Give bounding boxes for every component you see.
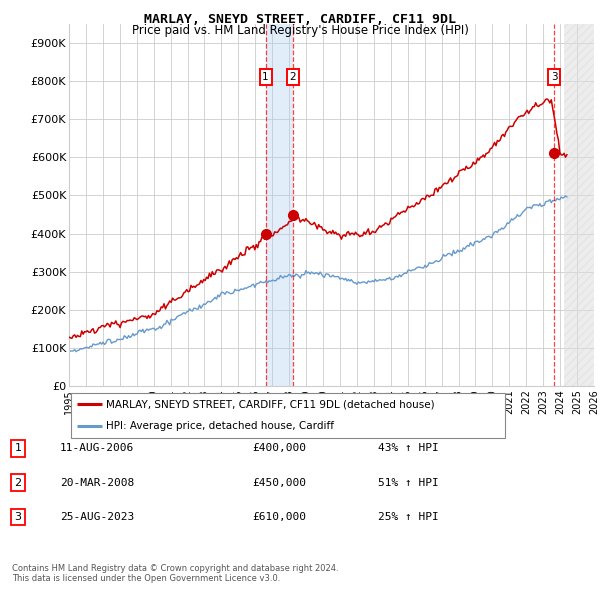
Text: 3: 3 xyxy=(14,512,22,522)
Text: 25-AUG-2023: 25-AUG-2023 xyxy=(60,512,134,522)
Text: 3: 3 xyxy=(551,72,557,82)
Text: Contains HM Land Registry data © Crown copyright and database right 2024.
This d: Contains HM Land Registry data © Crown c… xyxy=(12,563,338,583)
Text: £400,000: £400,000 xyxy=(252,444,306,453)
Text: 2: 2 xyxy=(290,72,296,82)
Text: MARLAY, SNEYD STREET, CARDIFF, CF11 9DL: MARLAY, SNEYD STREET, CARDIFF, CF11 9DL xyxy=(144,13,456,26)
Text: 1: 1 xyxy=(14,444,22,453)
Text: HPI: Average price, detached house, Cardiff: HPI: Average price, detached house, Card… xyxy=(106,421,334,431)
Text: 11-AUG-2006: 11-AUG-2006 xyxy=(60,444,134,453)
Text: £610,000: £610,000 xyxy=(252,512,306,522)
Bar xyxy=(565,24,594,386)
Text: 1: 1 xyxy=(262,72,269,82)
Text: 20-MAR-2008: 20-MAR-2008 xyxy=(60,478,134,487)
FancyBboxPatch shape xyxy=(71,393,505,438)
Bar xyxy=(266,24,293,386)
Text: MARLAY, SNEYD STREET, CARDIFF, CF11 9DL (detached house): MARLAY, SNEYD STREET, CARDIFF, CF11 9DL … xyxy=(106,399,435,409)
Text: £450,000: £450,000 xyxy=(252,478,306,487)
Text: 43% ↑ HPI: 43% ↑ HPI xyxy=(378,444,439,453)
Text: Price paid vs. HM Land Registry's House Price Index (HPI): Price paid vs. HM Land Registry's House … xyxy=(131,24,469,37)
Text: 25% ↑ HPI: 25% ↑ HPI xyxy=(378,512,439,522)
Text: 51% ↑ HPI: 51% ↑ HPI xyxy=(378,478,439,487)
Text: 2: 2 xyxy=(14,478,22,487)
